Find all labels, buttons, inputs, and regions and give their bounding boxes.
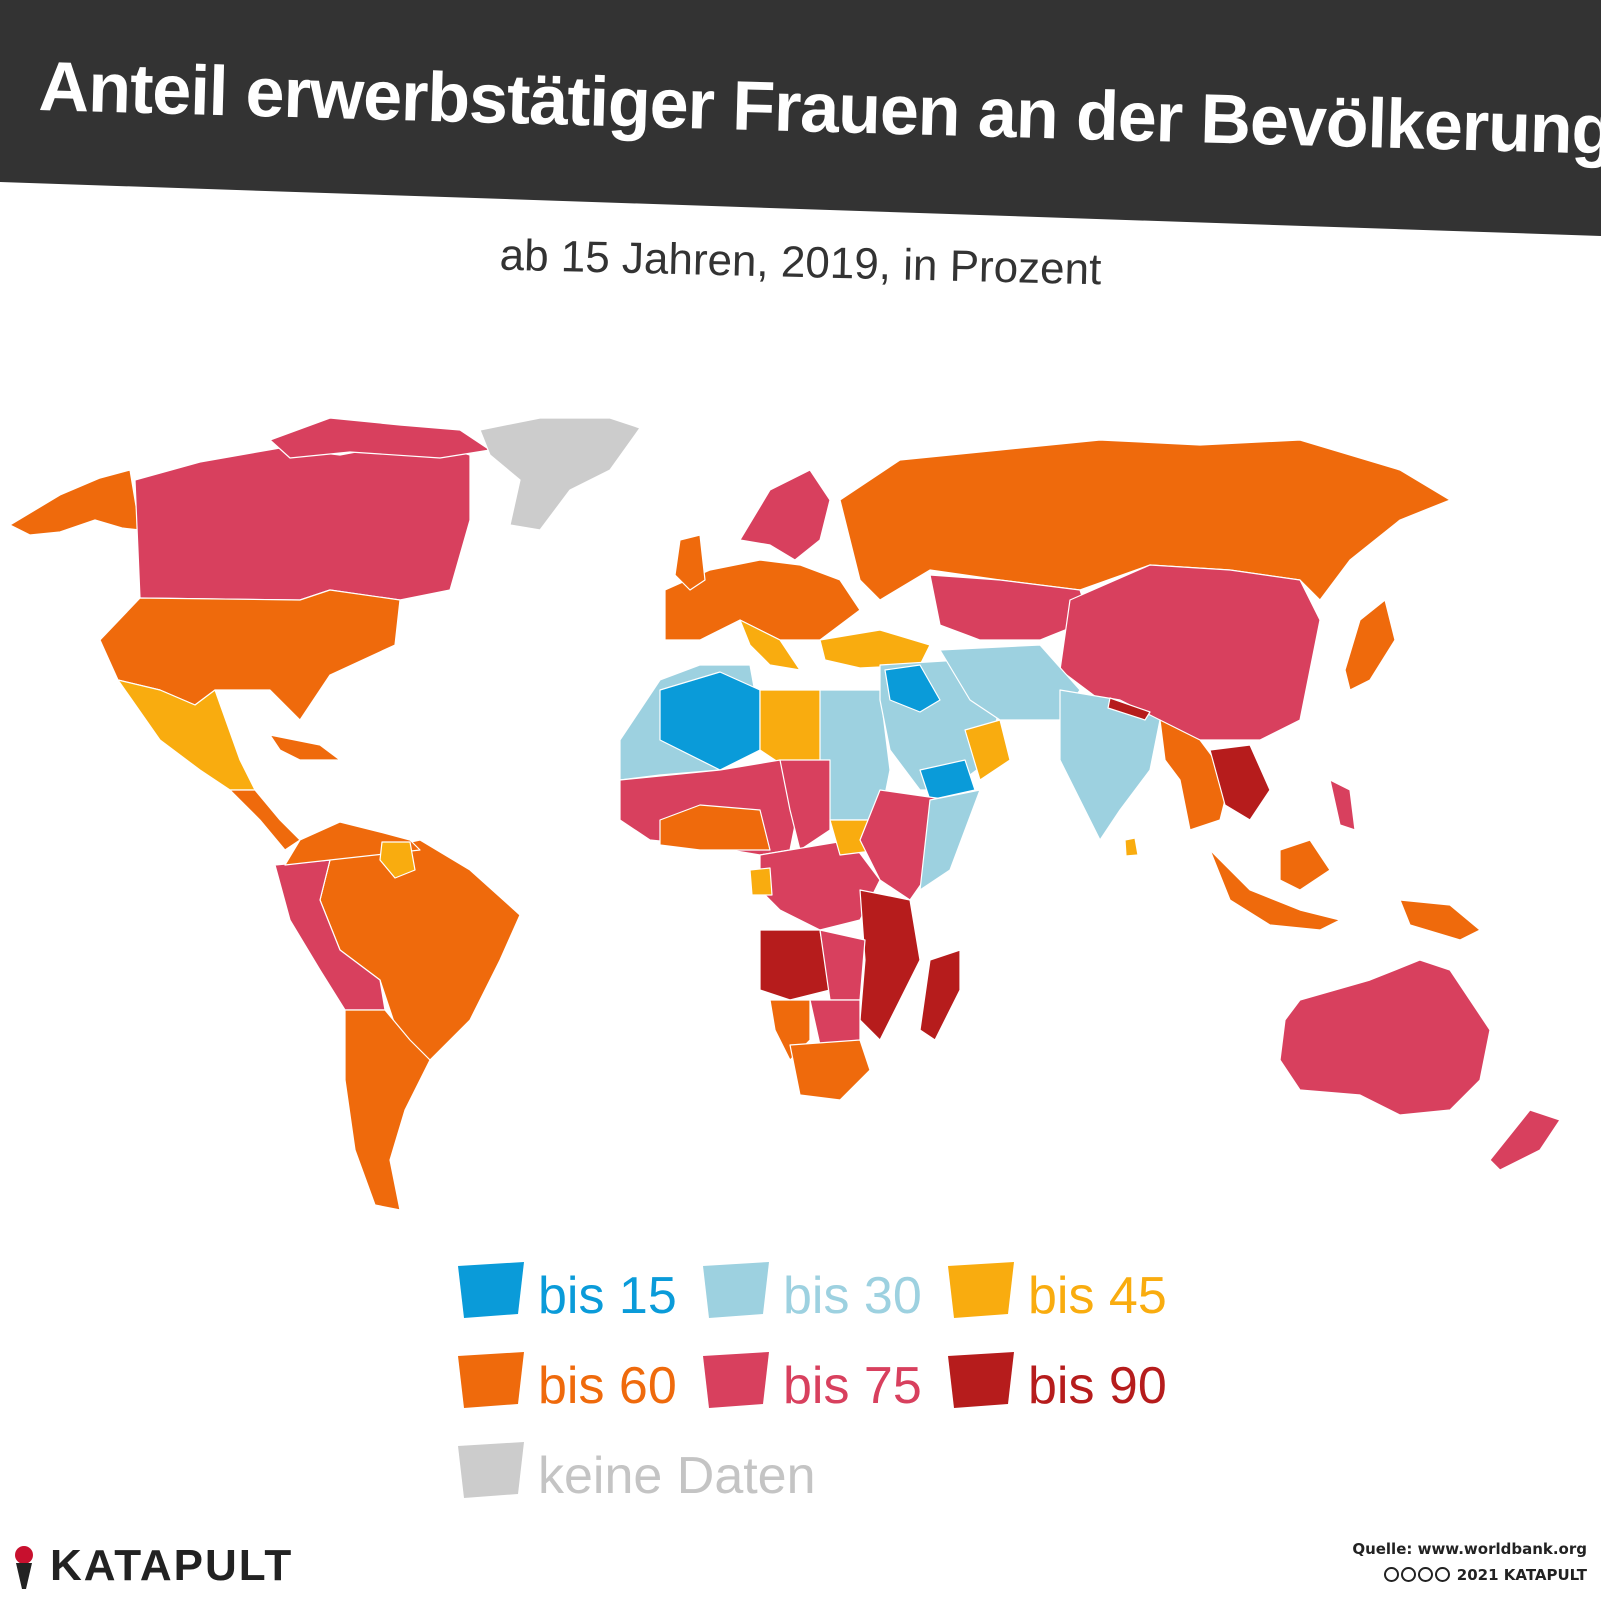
legend-label: bis 60 <box>538 1357 677 1415</box>
legend-swatch <box>458 1442 524 1498</box>
region-turkey <box>819 629 931 669</box>
logo-text: KATAPULT <box>50 1541 294 1590</box>
region-guyana <box>379 841 416 879</box>
source-line: Quelle: www.worldbank.org <box>1352 1540 1587 1558</box>
legend-label: bis 75 <box>783 1357 922 1415</box>
region-south-africa <box>789 1039 871 1101</box>
region-madagascar <box>919 949 961 1041</box>
region-scandinavia <box>739 469 831 561</box>
world-map <box>9 417 1561 1211</box>
region-borneo <box>1279 839 1331 891</box>
region-indochina <box>1209 744 1271 821</box>
nc-icon <box>1417 1567 1433 1582</box>
region-caribbean <box>269 734 341 761</box>
region-sri-lanka <box>1124 837 1139 857</box>
region-alaska <box>9 469 141 536</box>
region-jordan-iraq <box>884 664 941 713</box>
region-mexico <box>117 679 256 791</box>
legend-swatch <box>703 1262 769 1318</box>
region-australia <box>1279 959 1491 1116</box>
region-russia <box>839 439 1451 601</box>
legend-label: bis 15 <box>538 1267 677 1325</box>
region-uk <box>674 534 706 591</box>
katapult-logo: KATAPULT <box>10 1541 291 1594</box>
region-new-zealand <box>1489 1109 1561 1171</box>
region-kazakhstan <box>929 574 1091 641</box>
region-venezuela-colombia <box>284 821 421 866</box>
region-oman <box>964 719 1011 781</box>
region-europe-west <box>664 559 861 641</box>
region-japan <box>1344 599 1396 691</box>
region-argentina-chile <box>344 1009 431 1211</box>
region-yemen <box>919 759 976 801</box>
legend-label: bis 90 <box>1028 1357 1167 1415</box>
region-canada <box>134 439 471 601</box>
region-botswana <box>809 999 861 1046</box>
region-indonesia <box>1209 849 1341 931</box>
region-philippines <box>1329 779 1356 831</box>
region-nepal <box>1107 697 1151 721</box>
legend-swatch <box>703 1352 769 1408</box>
legend-swatch <box>948 1352 1014 1408</box>
region-italy-balkans <box>739 619 801 671</box>
legend-swatch <box>458 1262 524 1318</box>
region-gabon <box>749 867 773 896</box>
legend-swatch <box>458 1352 524 1408</box>
region-peru-bolivia <box>274 859 386 1011</box>
nd-icon <box>1434 1567 1450 1582</box>
region-myanmar-thailand <box>1159 719 1231 831</box>
region-chad <box>779 759 831 851</box>
region-new-guinea <box>1399 899 1481 941</box>
region-somalia <box>919 789 981 891</box>
legend-label: bis 45 <box>1028 1267 1167 1325</box>
legend-swatch <box>948 1262 1014 1318</box>
legend-label: bis 30 <box>783 1267 922 1325</box>
region-canada-islands <box>269 417 491 459</box>
region-nigeria-ghana <box>659 804 771 851</box>
copyright-text: 2021 KATAPULT <box>1456 1566 1587 1584</box>
title-band <box>0 0 1601 236</box>
legend-label: keine Daten <box>538 1447 816 1505</box>
copyright-line: 2021 KATAPULT <box>1383 1566 1587 1584</box>
region-central-america <box>229 789 301 851</box>
catapult-icon <box>15 1546 33 1589</box>
region-tanzania-mozambique <box>859 889 921 1041</box>
cc-icon <box>1383 1567 1399 1582</box>
by-icon <box>1400 1567 1416 1582</box>
region-greenland <box>479 417 641 531</box>
region-angola <box>759 929 831 1001</box>
